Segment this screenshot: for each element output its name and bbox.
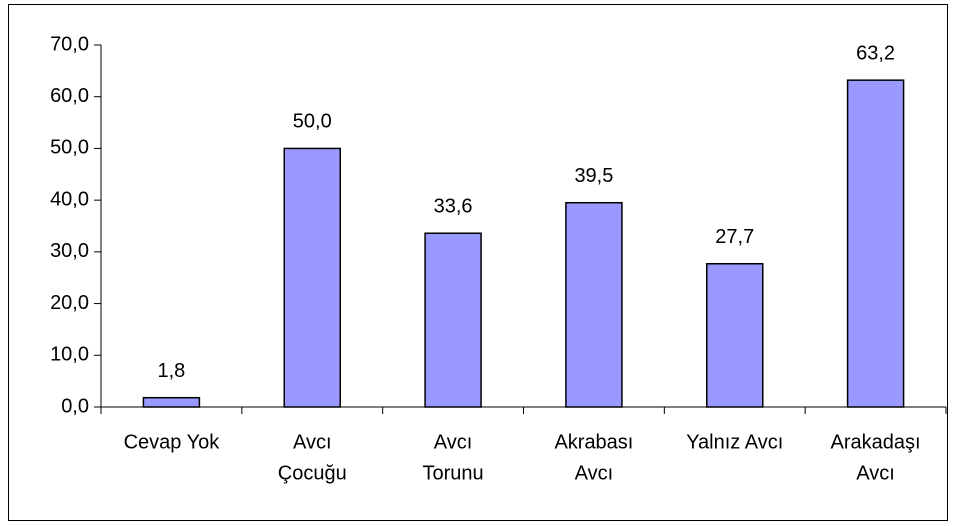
y-tick-label: 30,0 — [50, 240, 89, 262]
x-tick-label: Akrabası — [554, 431, 633, 453]
bar — [706, 263, 764, 408]
x-tick-label: Avcı — [575, 462, 614, 484]
y-tick-label: 20,0 — [50, 292, 89, 314]
y-tick-label: 10,0 — [50, 344, 89, 366]
x-tick-label: Çocuğu — [278, 462, 347, 484]
bar — [283, 147, 341, 408]
bar — [424, 232, 482, 408]
bar — [142, 396, 201, 408]
y-tick-label: 60,0 — [50, 85, 89, 107]
x-tick-label: Yalnız Avcı — [686, 431, 783, 453]
bar — [846, 79, 905, 408]
value-label: 27,7 — [715, 226, 754, 248]
y-tick-label: 70,0 — [50, 33, 89, 55]
x-tick-label: Avcı — [434, 431, 473, 453]
value-label: 63,2 — [856, 42, 895, 64]
x-tick-label: Torunu — [423, 462, 484, 484]
value-label: 33,6 — [434, 196, 473, 218]
value-label: 50,0 — [293, 111, 332, 133]
y-tick-label: 50,0 — [50, 137, 89, 159]
value-label: 39,5 — [574, 165, 613, 187]
y-tick-label: 40,0 — [50, 188, 89, 210]
value-label: 1,8 — [158, 360, 186, 382]
y-tick-label: 0,0 — [61, 395, 89, 417]
x-tick-label: Arakadaşı — [831, 431, 921, 453]
bar — [565, 201, 623, 408]
x-tick-label: Avcı — [856, 462, 895, 484]
x-tick-label: Cevap Yok — [124, 431, 221, 453]
x-tick-label: Avcı — [293, 431, 332, 453]
